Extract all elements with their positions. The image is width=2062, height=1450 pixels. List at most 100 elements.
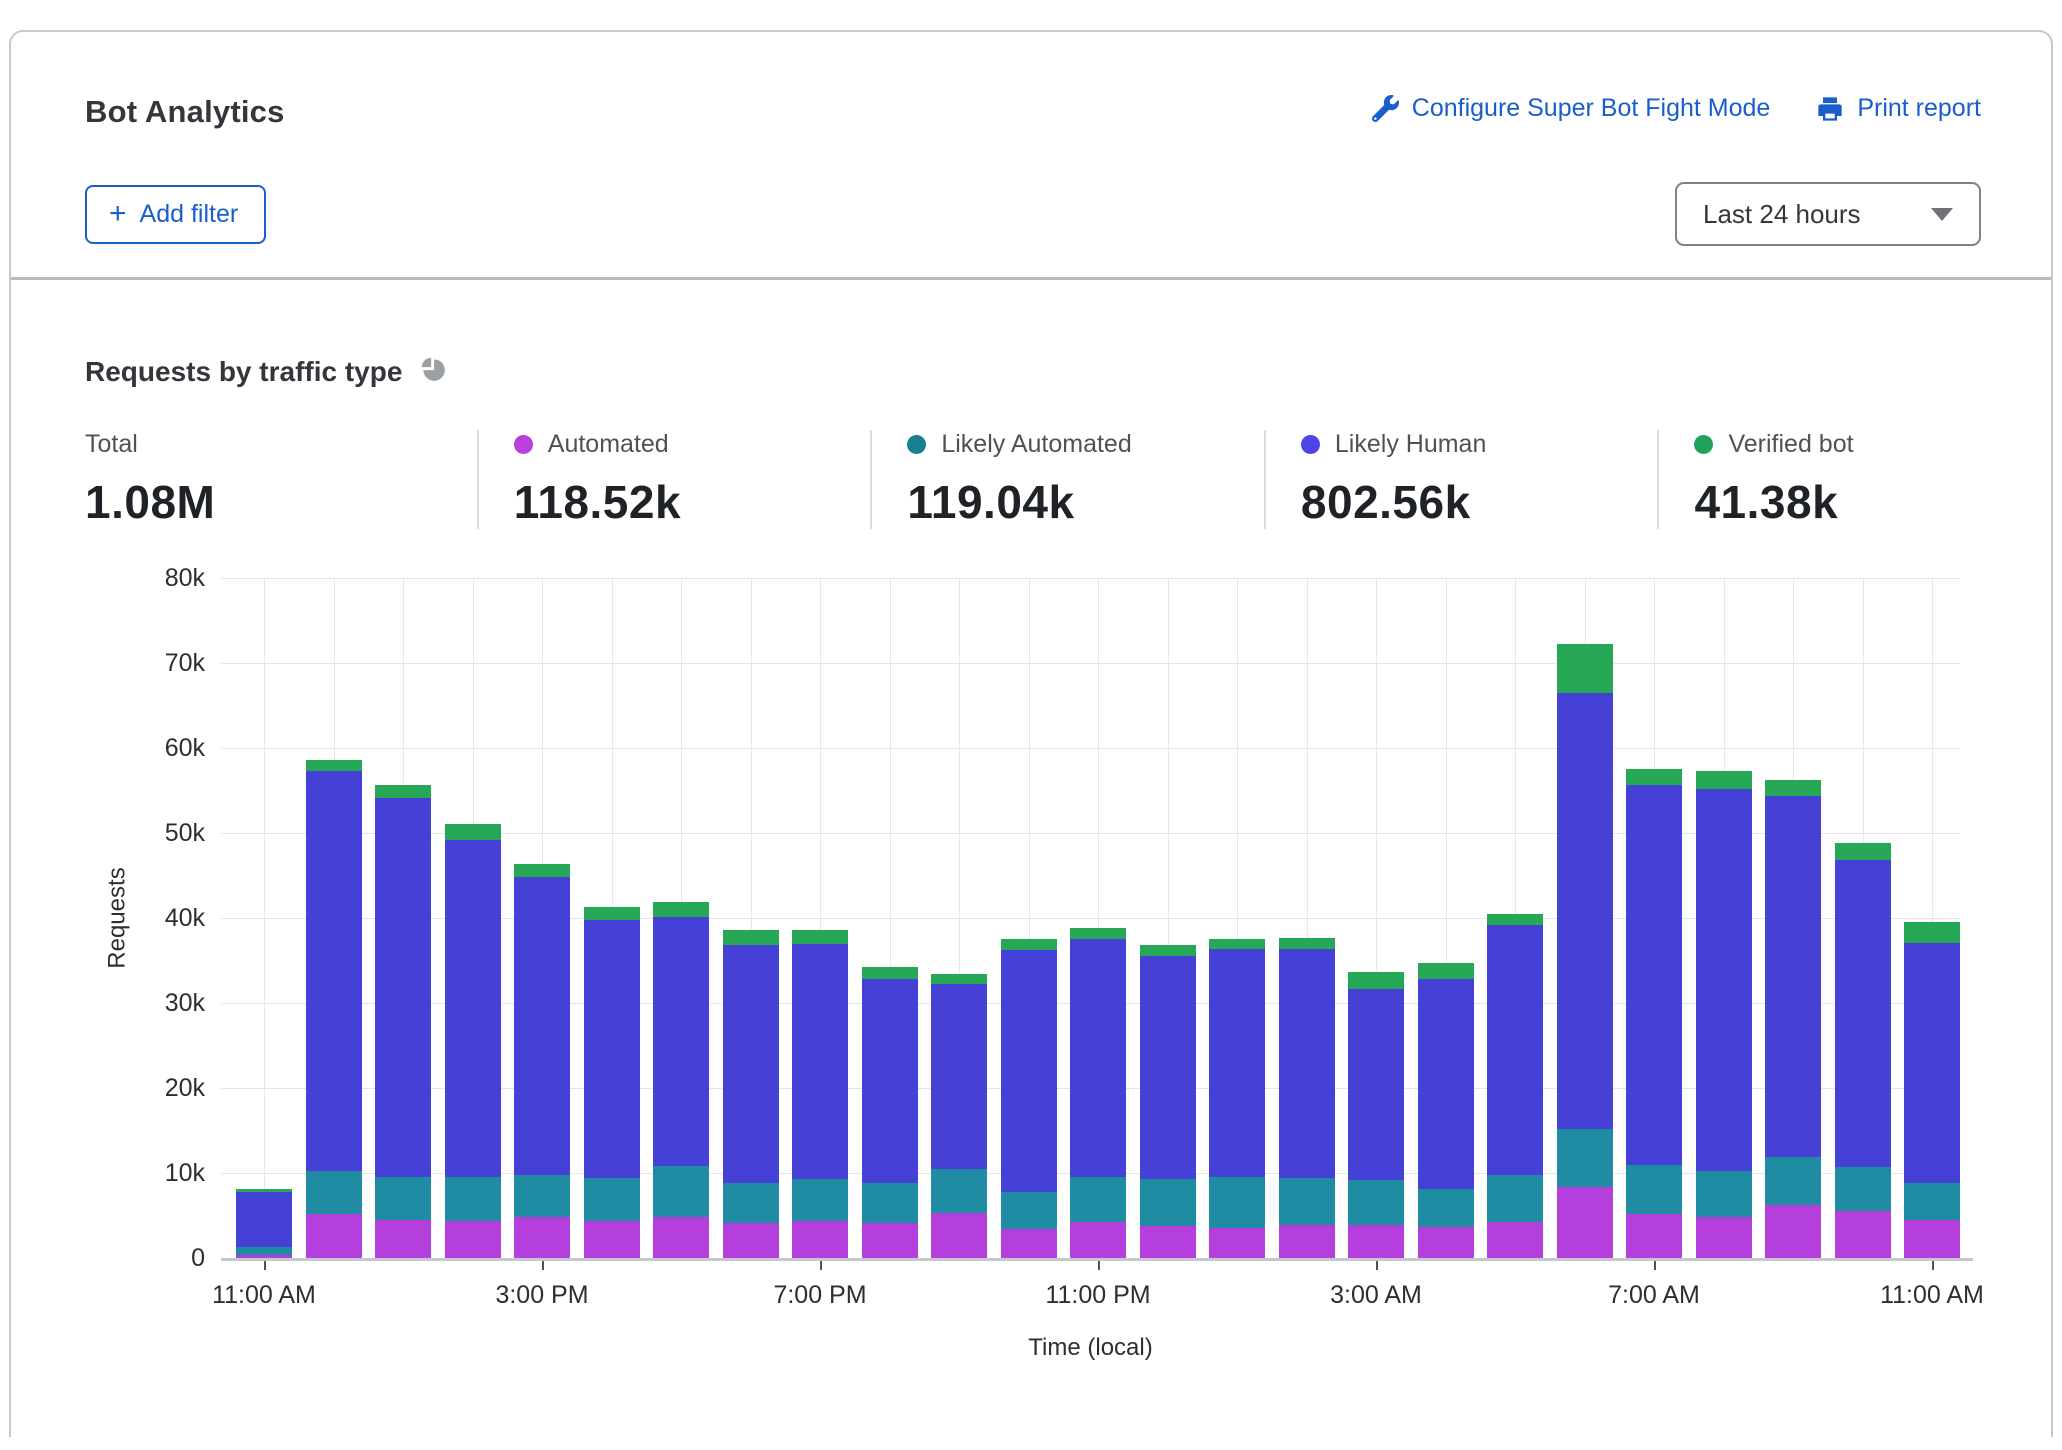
bar-segment-verified-bot[interactable]	[306, 760, 362, 771]
bar-500am[interactable]	[1487, 914, 1543, 1259]
bar-segment-automated[interactable]	[514, 1217, 570, 1259]
bar-segment-likely-human[interactable]	[723, 945, 779, 1183]
bar-segment-likely-automated[interactable]	[1348, 1180, 1404, 1225]
bar-segment-likely-human[interactable]	[306, 771, 362, 1171]
bar-segment-likely-automated[interactable]	[375, 1177, 431, 1220]
bar-segment-verified-bot[interactable]	[1279, 938, 1335, 949]
bar-segment-verified-bot[interactable]	[445, 824, 501, 840]
bar-300am[interactable]	[1348, 972, 1404, 1259]
bar-100pm[interactable]	[375, 785, 431, 1259]
configure-super-bot-fight-mode-link[interactable]: Configure Super Bot Fight Mode	[1372, 94, 1771, 123]
bar-segment-likely-automated[interactable]	[1626, 1165, 1682, 1214]
bar-segment-automated[interactable]	[792, 1221, 848, 1259]
bar-segment-automated[interactable]	[1557, 1187, 1613, 1259]
bar-segment-automated[interactable]	[1418, 1227, 1474, 1259]
bar-segment-automated[interactable]	[375, 1220, 431, 1259]
bar-segment-likely-human[interactable]	[236, 1192, 292, 1247]
bar-segment-likely-automated[interactable]	[584, 1178, 640, 1221]
bar-200am[interactable]	[1279, 938, 1335, 1259]
bar-segment-verified-bot[interactable]	[931, 974, 987, 984]
bar-segment-likely-automated[interactable]	[723, 1183, 779, 1223]
bar-segment-likely-human[interactable]	[1487, 925, 1543, 1175]
bar-1100am[interactable]	[236, 1189, 292, 1259]
bar-400pm[interactable]	[584, 907, 640, 1259]
bar-segment-likely-human[interactable]	[1279, 949, 1335, 1179]
bar-segment-likely-automated[interactable]	[1140, 1179, 1196, 1226]
bar-segment-automated[interactable]	[1140, 1226, 1196, 1259]
bar-segment-likely-human[interactable]	[514, 877, 570, 1175]
bar-segment-likely-human[interactable]	[375, 798, 431, 1176]
bar-segment-automated[interactable]	[445, 1221, 501, 1259]
bar-segment-automated[interactable]	[1696, 1217, 1752, 1259]
bar-segment-verified-bot[interactable]	[584, 907, 640, 920]
bar-900am[interactable]	[1765, 780, 1821, 1259]
bar-segment-likely-automated[interactable]	[1001, 1192, 1057, 1229]
bar-segment-automated[interactable]	[1487, 1222, 1543, 1259]
bar-segment-verified-bot[interactable]	[514, 864, 570, 877]
stat-likely-human[interactable]: Likely Human802.56k	[1264, 430, 1658, 529]
bar-segment-likely-human[interactable]	[1001, 950, 1057, 1192]
bar-segment-likely-automated[interactable]	[306, 1171, 362, 1214]
stat-likely-automated[interactable]: Likely Automated119.04k	[870, 430, 1264, 529]
bar-segment-likely-human[interactable]	[792, 944, 848, 1179]
bar-800am[interactable]	[1696, 771, 1752, 1259]
bar-segment-verified-bot[interactable]	[653, 902, 709, 917]
bar-500pm[interactable]	[653, 902, 709, 1259]
bar-segment-verified-bot[interactable]	[862, 967, 918, 979]
bar-600pm[interactable]	[723, 930, 779, 1259]
bar-segment-likely-human[interactable]	[1348, 989, 1404, 1180]
add-filter-button[interactable]: + Add filter	[85, 185, 266, 244]
bar-segment-automated[interactable]	[1626, 1214, 1682, 1259]
bar-segment-likely-automated[interactable]	[514, 1175, 570, 1218]
bar-600am[interactable]	[1557, 644, 1613, 1259]
bar-segment-likely-human[interactable]	[1765, 796, 1821, 1157]
bar-900pm[interactable]	[931, 974, 987, 1259]
print-report-link[interactable]: Print report	[1816, 94, 1981, 123]
bar-1200pm[interactable]	[306, 760, 362, 1259]
bar-segment-verified-bot[interactable]	[723, 930, 779, 945]
bar-segment-automated[interactable]	[584, 1221, 640, 1259]
bar-segment-verified-bot[interactable]	[375, 785, 431, 799]
bar-300pm[interactable]	[514, 864, 570, 1259]
bar-segment-likely-automated[interactable]	[1279, 1178, 1335, 1225]
bar-segment-likely-human[interactable]	[653, 917, 709, 1165]
bar-segment-likely-human[interactable]	[584, 920, 640, 1178]
bar-segment-likely-automated[interactable]	[1418, 1189, 1474, 1226]
bar-segment-likely-automated[interactable]	[1696, 1171, 1752, 1218]
bar-segment-automated[interactable]	[931, 1213, 987, 1259]
time-range-select[interactable]: Last 24 hours	[1675, 182, 1981, 246]
bar-segment-verified-bot[interactable]	[1557, 644, 1613, 693]
bar-segment-automated[interactable]	[653, 1217, 709, 1260]
bar-segment-verified-bot[interactable]	[1418, 963, 1474, 979]
bar-1100pm[interactable]	[1070, 928, 1126, 1259]
bar-segment-likely-human[interactable]	[931, 984, 987, 1168]
bar-segment-automated[interactable]	[1904, 1220, 1960, 1259]
bar-segment-likely-human[interactable]	[1904, 943, 1960, 1184]
bar-segment-automated[interactable]	[1279, 1225, 1335, 1259]
bar-segment-verified-bot[interactable]	[1765, 780, 1821, 796]
bar-segment-likely-automated[interactable]	[1070, 1177, 1126, 1221]
bar-segment-likely-automated[interactable]	[1557, 1129, 1613, 1187]
bar-segment-verified-bot[interactable]	[1835, 843, 1891, 860]
bar-segment-likely-automated[interactable]	[931, 1169, 987, 1213]
bar-segment-verified-bot[interactable]	[1001, 939, 1057, 950]
bar-segment-automated[interactable]	[1001, 1229, 1057, 1259]
bar-segment-verified-bot[interactable]	[1348, 972, 1404, 989]
bar-segment-likely-human[interactable]	[1626, 785, 1682, 1165]
bar-segment-likely-automated[interactable]	[792, 1179, 848, 1221]
bar-segment-automated[interactable]	[723, 1223, 779, 1259]
stat-automated[interactable]: Automated118.52k	[477, 430, 871, 529]
bar-segment-automated[interactable]	[1070, 1222, 1126, 1259]
bar-segment-likely-automated[interactable]	[1765, 1157, 1821, 1205]
bar-segment-automated[interactable]	[1209, 1228, 1265, 1259]
bar-segment-likely-automated[interactable]	[862, 1183, 918, 1224]
stat-total[interactable]: Total1.08M	[85, 430, 477, 529]
bar-segment-likely-human[interactable]	[1418, 979, 1474, 1189]
bar-segment-likely-human[interactable]	[1140, 956, 1196, 1180]
bar-1200am[interactable]	[1140, 945, 1196, 1259]
bar-segment-likely-automated[interactable]	[653, 1166, 709, 1217]
bar-segment-likely-human[interactable]	[445, 840, 501, 1177]
bar-segment-likely-automated[interactable]	[1835, 1167, 1891, 1210]
bar-800pm[interactable]	[862, 967, 918, 1259]
bar-segment-verified-bot[interactable]	[1140, 945, 1196, 956]
